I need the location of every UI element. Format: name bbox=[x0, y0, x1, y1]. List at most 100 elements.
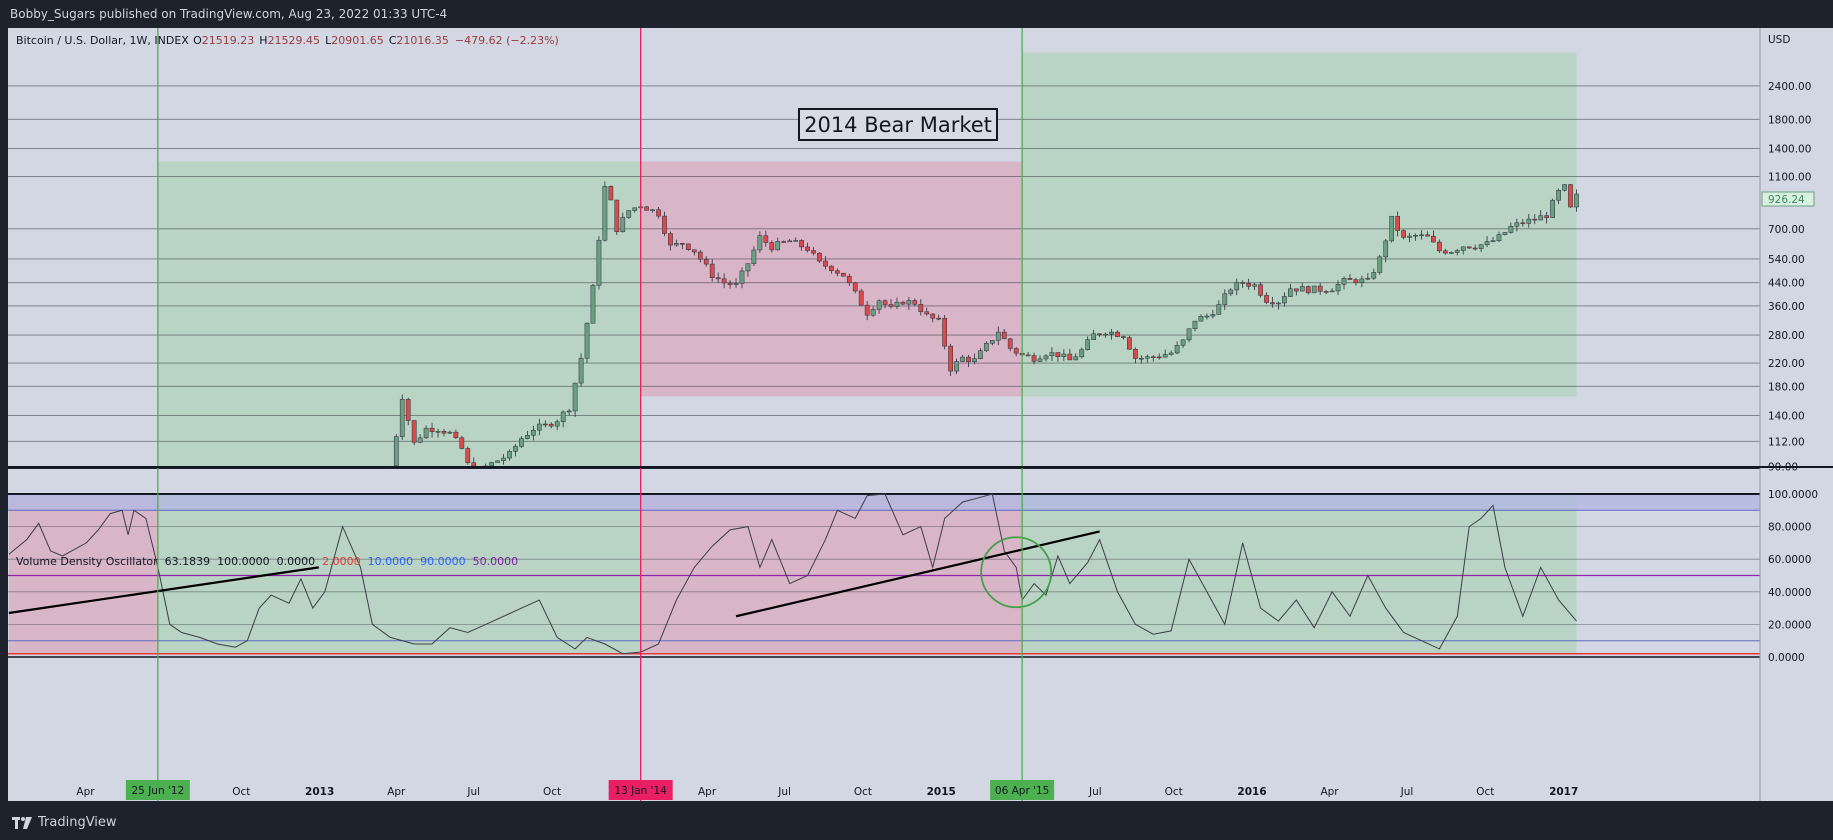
tradingview-brand[interactable]: TradingView bbox=[12, 815, 117, 830]
candle bbox=[1079, 347, 1085, 359]
candle-body bbox=[1270, 302, 1275, 305]
candle-body bbox=[1055, 352, 1061, 358]
candle-body bbox=[1419, 234, 1424, 237]
candle bbox=[1293, 288, 1299, 296]
time-axis-label: Apr bbox=[76, 786, 95, 798]
candle bbox=[995, 326, 1001, 346]
candle-body bbox=[846, 275, 852, 283]
candle-body bbox=[1288, 288, 1293, 297]
oscillator-tick-label: 80.0000 bbox=[1768, 522, 1811, 534]
oscillator-line bbox=[8, 493, 1577, 655]
candle bbox=[584, 322, 590, 363]
candle bbox=[435, 428, 441, 438]
candle bbox=[846, 273, 852, 286]
candle bbox=[447, 430, 453, 435]
candle bbox=[763, 230, 769, 247]
candle bbox=[465, 446, 471, 465]
zone-layer bbox=[157, 52, 1577, 466]
osc-param-7: 50.0000 bbox=[473, 555, 519, 568]
change-value: −479.62 (−2.23%) bbox=[455, 34, 559, 47]
tradingview-logo-icon bbox=[12, 816, 32, 829]
candle-body bbox=[936, 317, 942, 320]
candle bbox=[608, 185, 614, 201]
candle-body bbox=[1025, 354, 1031, 357]
time-axis-label: Oct bbox=[1165, 786, 1183, 798]
marker-label-box bbox=[608, 780, 673, 800]
candle bbox=[1359, 275, 1365, 288]
candle bbox=[900, 300, 906, 305]
candle bbox=[1448, 251, 1454, 254]
candle bbox=[989, 339, 995, 346]
candle-body bbox=[1240, 282, 1246, 284]
candle bbox=[1138, 355, 1144, 364]
price-axis[interactable] bbox=[1760, 28, 1833, 805]
time-axis-label: 2013 bbox=[305, 786, 334, 798]
time-axis-labels: Apr Oct 2013 Apr Jul Oct Apr Jul Oct 2015 Jul Oct 20… bbox=[76, 786, 1578, 798]
candle-body bbox=[769, 242, 775, 251]
candle bbox=[697, 249, 703, 263]
last-price-tag: 926.24 bbox=[1761, 191, 1815, 207]
candle bbox=[1103, 332, 1108, 338]
highlight-circle bbox=[980, 536, 1053, 609]
candle-body bbox=[1502, 232, 1508, 235]
candle-body bbox=[1264, 295, 1269, 303]
candle bbox=[894, 297, 900, 309]
candle bbox=[680, 242, 685, 250]
time-axis[interactable] bbox=[0, 801, 1833, 805]
candle bbox=[1115, 330, 1120, 338]
candle bbox=[572, 382, 578, 417]
candle-body bbox=[578, 357, 584, 384]
upper-band-fill bbox=[8, 494, 1760, 511]
oscillator-tick-label: 40.0000 bbox=[1768, 587, 1811, 599]
price-tick-label: 1800.00 bbox=[1768, 114, 1811, 126]
candle-body bbox=[1234, 282, 1240, 291]
candle-body bbox=[703, 258, 709, 265]
candle-body bbox=[948, 345, 953, 372]
candle bbox=[1234, 278, 1240, 296]
candle bbox=[882, 299, 888, 309]
candle bbox=[1371, 268, 1377, 280]
marker-label-text: 13 Jan '14 bbox=[614, 785, 667, 797]
candle-body bbox=[995, 331, 1001, 341]
candle bbox=[775, 237, 781, 251]
annotation-text: 2014 Bear Market bbox=[804, 113, 992, 137]
candle bbox=[918, 299, 924, 316]
trendline-1 bbox=[8, 566, 319, 615]
chart-area[interactable]: 2014 Bear Market Bitcoin / U.S. Dollar, … bbox=[0, 28, 1833, 805]
candle bbox=[769, 240, 775, 253]
candle bbox=[626, 210, 632, 220]
candle bbox=[1377, 254, 1383, 275]
candle bbox=[1144, 354, 1150, 363]
low-label: L bbox=[325, 34, 332, 47]
candle-body bbox=[513, 446, 518, 452]
candle-body bbox=[1490, 240, 1496, 242]
oscillator-title: Volume Density Oscillator 63.1839 100.0000… bbox=[16, 555, 518, 568]
candle bbox=[1252, 282, 1257, 291]
annotation-box bbox=[798, 108, 998, 141]
candle bbox=[1013, 347, 1019, 357]
candle bbox=[590, 283, 596, 324]
candle-body bbox=[829, 265, 834, 272]
candle bbox=[1025, 352, 1031, 357]
candle-body bbox=[882, 300, 888, 305]
candle-body bbox=[614, 199, 620, 233]
candle-body bbox=[1407, 235, 1412, 238]
candle bbox=[1186, 328, 1192, 343]
candle-body bbox=[978, 350, 983, 359]
candle bbox=[429, 422, 435, 438]
candle bbox=[1156, 353, 1162, 360]
candle bbox=[1466, 246, 1472, 249]
candle bbox=[1323, 289, 1329, 295]
candle bbox=[1198, 314, 1204, 322]
candle-body bbox=[435, 431, 441, 433]
oscillator-zone-1 bbox=[8, 494, 158, 654]
time-axis-label: Apr bbox=[1320, 786, 1339, 798]
candle-body bbox=[495, 460, 500, 463]
candle bbox=[691, 249, 697, 256]
candle-body bbox=[1437, 241, 1442, 252]
candle-body bbox=[805, 246, 810, 251]
candle bbox=[942, 315, 947, 350]
candle-body bbox=[1425, 234, 1430, 237]
candle-body bbox=[906, 300, 912, 305]
candle-body bbox=[632, 207, 638, 211]
